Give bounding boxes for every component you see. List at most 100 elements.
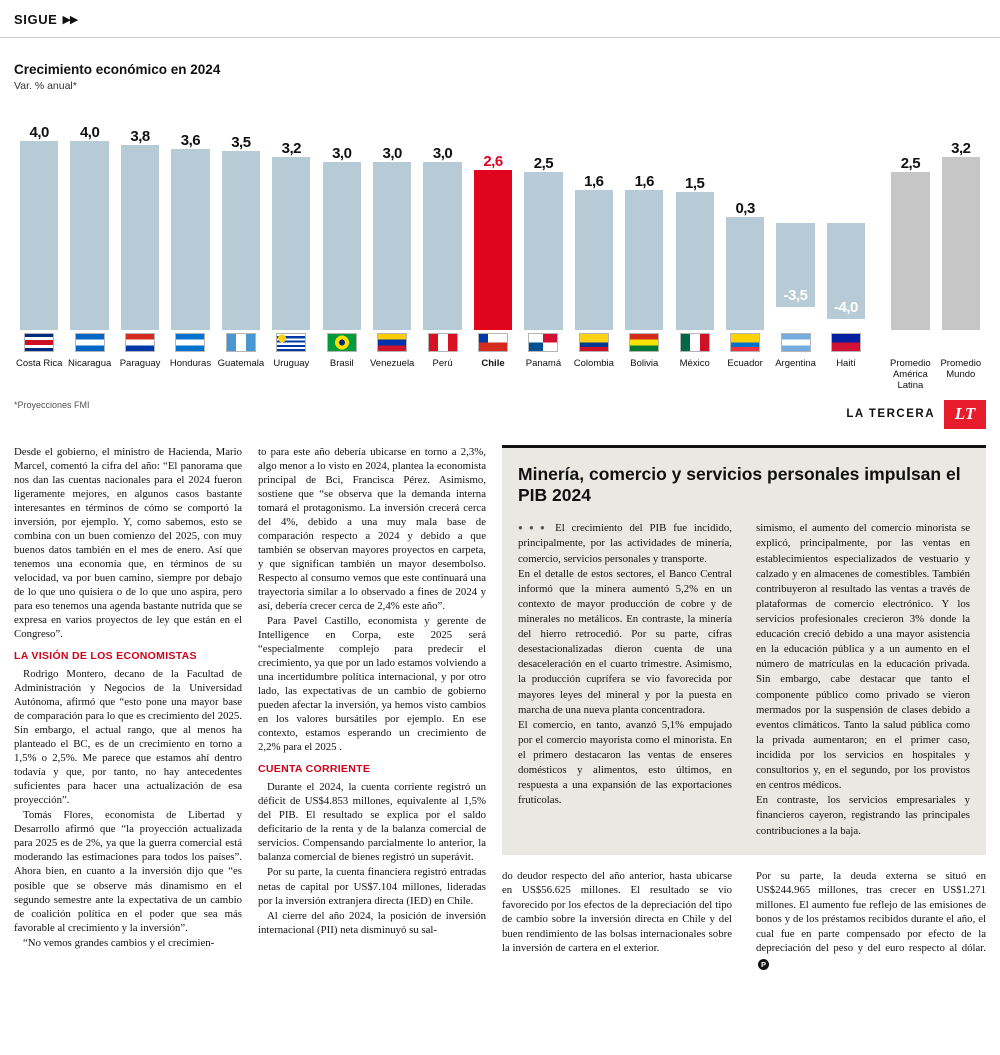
box-columns: ●●● El crecimiento del PIB fue incidido, …: [518, 521, 970, 838]
chart-column: 4,0 Costa Rica: [14, 118, 64, 392]
box-column-2: simismo, el aumento del comercio minoris…: [756, 521, 970, 838]
chart-column: 3,6 Honduras: [165, 118, 215, 392]
chart-footnote: *Proyecciones FMI: [14, 399, 90, 410]
chart-column: -3,5 Argentina: [770, 118, 820, 392]
paragraph: do deudor respecto del año anterior, has…: [502, 869, 732, 955]
flag-paraguay-icon: [125, 333, 156, 352]
paragraph-text: Por su parte, la deuda externa se situó …: [756, 869, 986, 955]
chart-column: 1,6 Colombia: [569, 118, 619, 392]
article-column-4: Por su parte, la deuda externa se situó …: [756, 869, 986, 971]
bar-value-label: 3,0: [432, 144, 453, 162]
flag-row: [216, 333, 266, 355]
chart-title: Crecimiento económico en 2024: [14, 62, 221, 77]
bar-value-label: -3,5: [783, 287, 808, 304]
paragraph: En el detalle de estos sectores, el Banc…: [518, 567, 732, 716]
flag-row: [468, 333, 518, 355]
category-label: Nicaragua: [67, 358, 112, 369]
chart-column: 1,5 México: [669, 118, 719, 392]
bar-panama: [524, 171, 563, 330]
flag-uruguay-icon: [276, 333, 307, 352]
flag-argentina-icon: [780, 333, 811, 352]
paragraph-text: El crecimiento del PIB fue incidido, pri…: [518, 522, 732, 565]
lt-logo: LT: [944, 399, 986, 429]
bar-average: [891, 171, 930, 330]
chart-column: 3,5 Guatemala: [216, 118, 266, 392]
flag-row: [165, 333, 215, 355]
category-label: Chile: [481, 358, 505, 369]
flag-row: [518, 333, 568, 355]
category-label: Bolivia: [630, 358, 659, 369]
chart-subtitle: Var. % anual*: [14, 80, 77, 92]
bar-guatemala: [221, 151, 261, 330]
category-label: Paraguay: [119, 358, 161, 369]
header-rule: [0, 37, 1000, 38]
bar-value-label: 3,8: [130, 128, 150, 146]
section-subhead-economistas: LA VISIÓN DE LOS ECONOMISTAS: [14, 650, 197, 663]
bar-brasil: [322, 161, 361, 330]
category-label: Colombia: [573, 358, 614, 369]
article-column-1: Desde el gobierno, el ministro de Hacien…: [14, 445, 242, 971]
bar-value-label: 2,6: [483, 152, 503, 170]
flag-row: [14, 333, 64, 355]
paragraph: simismo, el aumento del comercio minoris…: [756, 522, 970, 792]
bar-venezuela: [373, 161, 412, 330]
chart-column: 1,6 Bolivia: [619, 118, 669, 392]
flag-honduras-icon: [175, 333, 206, 352]
paragraph: Durante el 2024, la cuenta corriente reg…: [258, 781, 486, 864]
sigue-label: SIGUE: [14, 12, 58, 27]
bar-value-label: -4,0: [834, 299, 858, 316]
flag-row: [619, 333, 669, 355]
category-label: Brasil: [329, 358, 354, 369]
category-label: Venezuela: [369, 358, 415, 369]
chart-column: 3,0 Venezuela: [367, 118, 417, 392]
category-label: Promedio Mundo: [940, 358, 982, 381]
article-column-3: do deudor respecto del año anterior, has…: [502, 869, 732, 971]
category-label: Guatemala: [217, 358, 265, 369]
paragraph: Desde el gobierno, el ministro de Hacien…: [14, 445, 242, 641]
chart-column: 3,0 Brasil: [317, 118, 367, 392]
category-label: Promedio América Latina: [890, 358, 931, 392]
flag-row: [770, 333, 820, 355]
bar-value-label: 2,5: [533, 154, 554, 172]
chart-column: 0,3 Ecuador: [720, 118, 770, 392]
category-label: Panamá: [525, 358, 562, 369]
article-column-2: to para este año debería ubicarse en tor…: [258, 445, 486, 971]
category-label: Honduras: [169, 358, 212, 369]
paragraph: to para este año debería ubicarse en tor…: [258, 445, 486, 612]
flag-panama-icon: [528, 333, 559, 352]
category-label: México: [679, 358, 710, 369]
flag-row: [266, 333, 316, 355]
end-mark-icon: P: [758, 959, 769, 971]
flag-ecuador-icon: [730, 333, 761, 352]
bar-peru: [423, 161, 462, 330]
chart-column: 3,2 Promedio Mundo: [936, 118, 986, 392]
bar-value-label: 3,2: [281, 140, 302, 158]
flag-row: [569, 333, 619, 355]
bar-nicaragua: [70, 141, 109, 330]
category-label: Uruguay: [273, 358, 310, 369]
flag-row: [669, 333, 719, 355]
category-label: Argentina: [775, 358, 816, 369]
paragraph: Por su parte, la deuda externa se situó …: [756, 869, 986, 971]
bar-value-label: 1,6: [634, 173, 655, 191]
flag-row: [64, 333, 114, 355]
right-column: Minería, comercio y servicios personales…: [502, 444, 986, 971]
paragraph: El comercio, en tanto, avanzó 5,1% empuj…: [518, 718, 732, 807]
box-title: Minería, comercio y servicios personales…: [518, 463, 961, 506]
chart-column: 2,5 Promedio América Latina: [885, 118, 935, 392]
flag-row: [885, 333, 935, 355]
box-column-1: ●●● El crecimiento del PIB fue incidido, …: [518, 521, 732, 838]
flag-chile-icon: [478, 333, 508, 352]
continuation-arrows-icon: ▶▶: [62, 14, 78, 26]
bar-bolivia: [625, 190, 664, 330]
bar-value-label: 0,3: [735, 199, 755, 217]
paragraph: Rodrigo Montero, decano de la Facultad d…: [14, 668, 242, 807]
chart-column: 2,5 Panamá: [518, 118, 568, 392]
bar-value-label: 4,0: [79, 124, 100, 141]
bar-value-label: 3,2: [951, 140, 971, 158]
paragraph: Por su parte, la cuenta financiera regis…: [258, 866, 486, 907]
chart-footer: *Proyecciones FMI LA TERCERA LT: [14, 399, 986, 429]
flag-peru-icon: [427, 333, 458, 352]
paragraph: Para Pavel Castillo, economista y gerent…: [258, 614, 486, 754]
bar-uruguay: [272, 157, 311, 330]
